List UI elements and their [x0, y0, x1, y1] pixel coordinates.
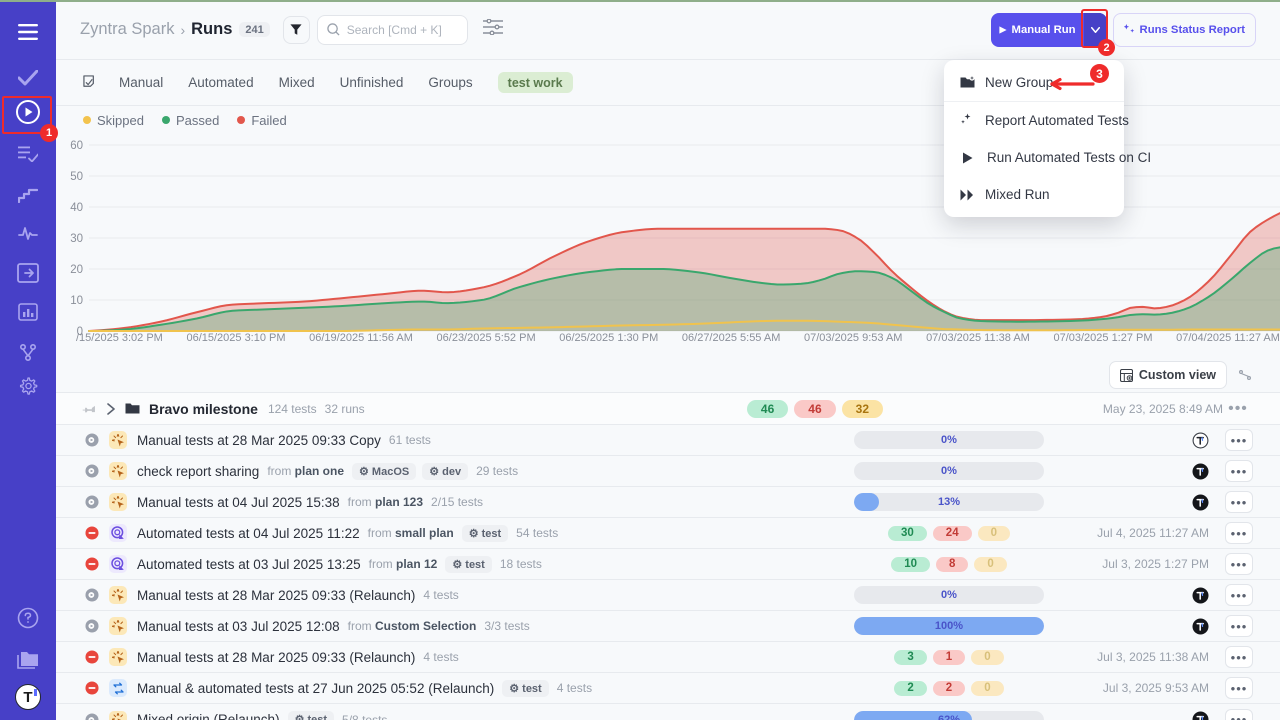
svg-text:10: 10	[70, 295, 83, 307]
svg-text:40: 40	[70, 202, 83, 214]
svg-text:50: 50	[70, 171, 83, 183]
svg-text:30: 30	[70, 233, 83, 245]
svg-text:60: 60	[70, 140, 83, 152]
svg-text:20: 20	[70, 264, 83, 276]
